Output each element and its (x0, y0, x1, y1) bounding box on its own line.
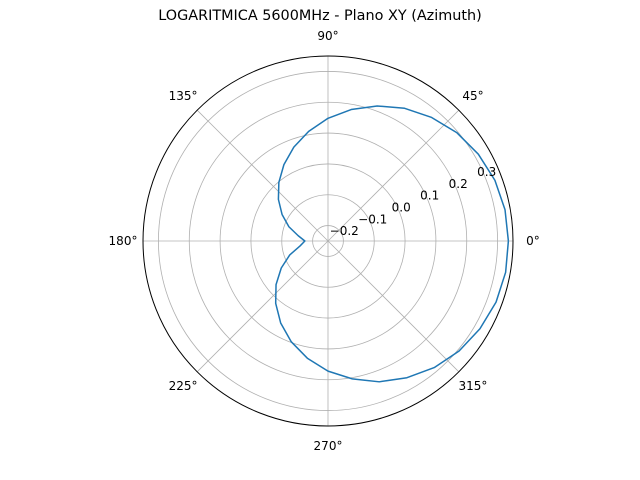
radial-tick-label: 0.0 (392, 201, 411, 215)
angular-tick-label: 225° (169, 379, 198, 393)
angular-gridline (327, 240, 460, 373)
angular-tick-label: 0° (526, 234, 540, 248)
series-layer (274, 105, 510, 383)
angular-gridline (196, 240, 329, 373)
angular-gridline (327, 109, 460, 242)
angular-tick-label: 45° (462, 89, 483, 103)
angular-tick-label: 315° (459, 379, 488, 393)
grid-layer (142, 55, 514, 427)
angular-tick-label: 90° (317, 29, 338, 43)
radial-tick-label: −0.2 (330, 224, 359, 238)
angular-tick-label: 135° (169, 89, 198, 103)
radial-tick-label: 0.1 (420, 189, 439, 203)
angular-tick-label: 270° (314, 439, 343, 453)
angular-gridline (196, 109, 329, 242)
radial-tick-label: 0.2 (449, 177, 468, 191)
polar-frame (142, 55, 514, 427)
series-line (274, 105, 510, 383)
chart-title: LOGARITMICA 5600MHz - Plano XY (Azimuth) (158, 8, 482, 24)
radial-tick-label: 0.3 (477, 165, 496, 179)
label-layer: 0° 45° 90° 135° 180° 225° 270° 315° −0.2−0.1 0.0 0… (109, 29, 540, 453)
radial-tick-label: −0.1 (358, 212, 387, 226)
angular-tick-label: 180° (109, 234, 138, 248)
